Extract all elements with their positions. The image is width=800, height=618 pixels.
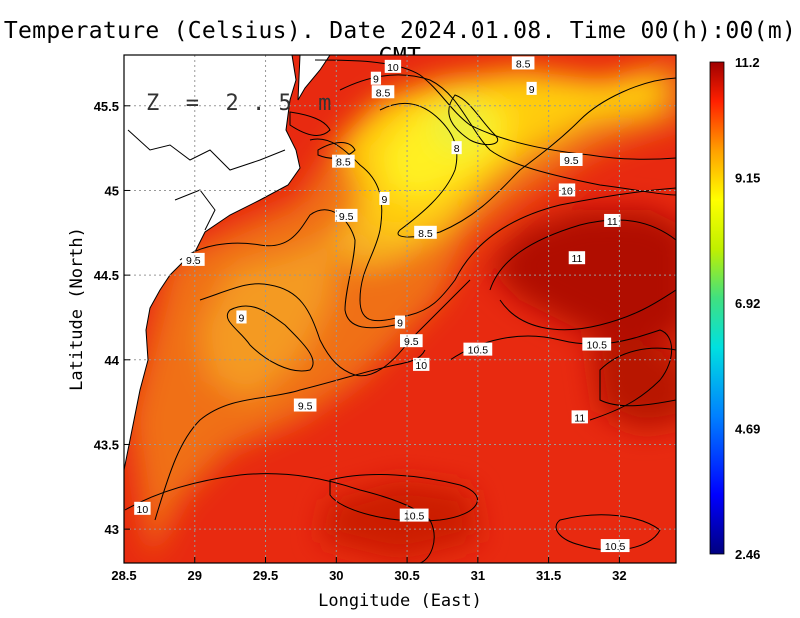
contour-label: 8.5	[418, 228, 433, 240]
contour-label: 8.5	[376, 87, 391, 99]
contour-label-box	[451, 141, 462, 155]
plot-frame	[123, 54, 677, 564]
contour-label-box	[463, 342, 493, 356]
contour-label: 8	[454, 143, 460, 155]
x-tick-label: 30.5	[394, 568, 419, 583]
contour-label: 9	[397, 318, 403, 330]
contour-label-box	[604, 213, 621, 227]
y-tick-label: 44.5	[94, 268, 119, 283]
contour-label: 9.5	[298, 401, 313, 413]
depth-annotation: Z = 2 . 5 m	[146, 91, 331, 116]
contour-label: 10	[561, 185, 573, 197]
contour-label: 10.5	[587, 340, 608, 352]
x-tick-label: 29	[188, 568, 202, 583]
x-tick-label: 29.5	[253, 568, 278, 583]
x-tick-label: 31.5	[536, 568, 561, 583]
contour-label: 10.5	[404, 511, 425, 523]
contour-label-box	[182, 252, 205, 266]
x-axis-title: Longitude (East)	[318, 591, 482, 611]
contour-label-box	[384, 59, 402, 73]
contour-label-box	[371, 85, 395, 99]
contour-label: 11	[574, 412, 585, 424]
contour-label: 9.5	[186, 255, 201, 267]
contour-label-box	[414, 225, 437, 239]
y-tick-label: 43.5	[94, 437, 119, 452]
contour-label-box	[134, 501, 151, 515]
colorbar-tick-label: 2.46	[735, 547, 760, 562]
x-tick-label: 30	[329, 568, 343, 583]
contour-label: 10	[387, 62, 399, 74]
contour-label: 10.5	[605, 541, 626, 553]
contour-label-box	[559, 152, 583, 166]
contour-label-box	[413, 357, 430, 371]
contour-label: 9.5	[339, 211, 354, 223]
x-tick-label: 31	[471, 568, 485, 583]
colorbar-tick-label: 4.69	[735, 421, 760, 436]
y-tick-label: 43	[105, 522, 119, 537]
contour-label: 11	[571, 253, 582, 265]
contour-label: 10	[415, 360, 427, 372]
contour-label-box	[571, 410, 588, 424]
grid-lines	[124, 55, 676, 563]
contour-label-box	[332, 154, 355, 168]
contour-label-box	[379, 191, 390, 205]
contour-label-box	[236, 310, 247, 324]
colorbar-tick-label: 9.15	[735, 170, 760, 185]
x-tick-label: 32	[612, 568, 626, 583]
contour-label-box	[400, 334, 423, 348]
contour-label-box	[334, 208, 358, 222]
contour-label-box	[526, 81, 537, 95]
x-tick-label: 28.5	[111, 568, 136, 583]
y-axis-title: Latitude (North)	[67, 227, 87, 391]
contour-label-box	[394, 315, 406, 329]
contour-label-box	[511, 56, 535, 70]
colorbar-tick-label: 11.2	[735, 55, 760, 70]
contour-label: 8.5	[336, 157, 351, 169]
y-tick-label: 45	[105, 183, 119, 198]
contour-label-box	[293, 398, 317, 412]
y-tick-label: 44	[105, 353, 120, 368]
contour-label-box	[370, 71, 382, 85]
contour-label: 9.5	[564, 155, 579, 167]
contour-label: 9.5	[404, 336, 419, 348]
contour-label-box	[600, 539, 630, 553]
contour-label: 9	[382, 194, 388, 206]
contour-label-box	[558, 183, 576, 197]
y-tick-label: 45.5	[94, 99, 119, 114]
contour-label: 9	[239, 312, 245, 324]
contour-label: 9	[529, 84, 535, 96]
contour-label-box	[582, 337, 612, 351]
contour-label: 10	[137, 504, 149, 516]
contour-label-box	[568, 251, 586, 265]
colorbar-tick-label: 6.92	[735, 296, 760, 311]
contour-label: 11	[607, 216, 618, 228]
contour-label: 8.5	[516, 58, 531, 70]
contour-label: 9	[373, 74, 379, 86]
colorbar	[709, 61, 725, 555]
